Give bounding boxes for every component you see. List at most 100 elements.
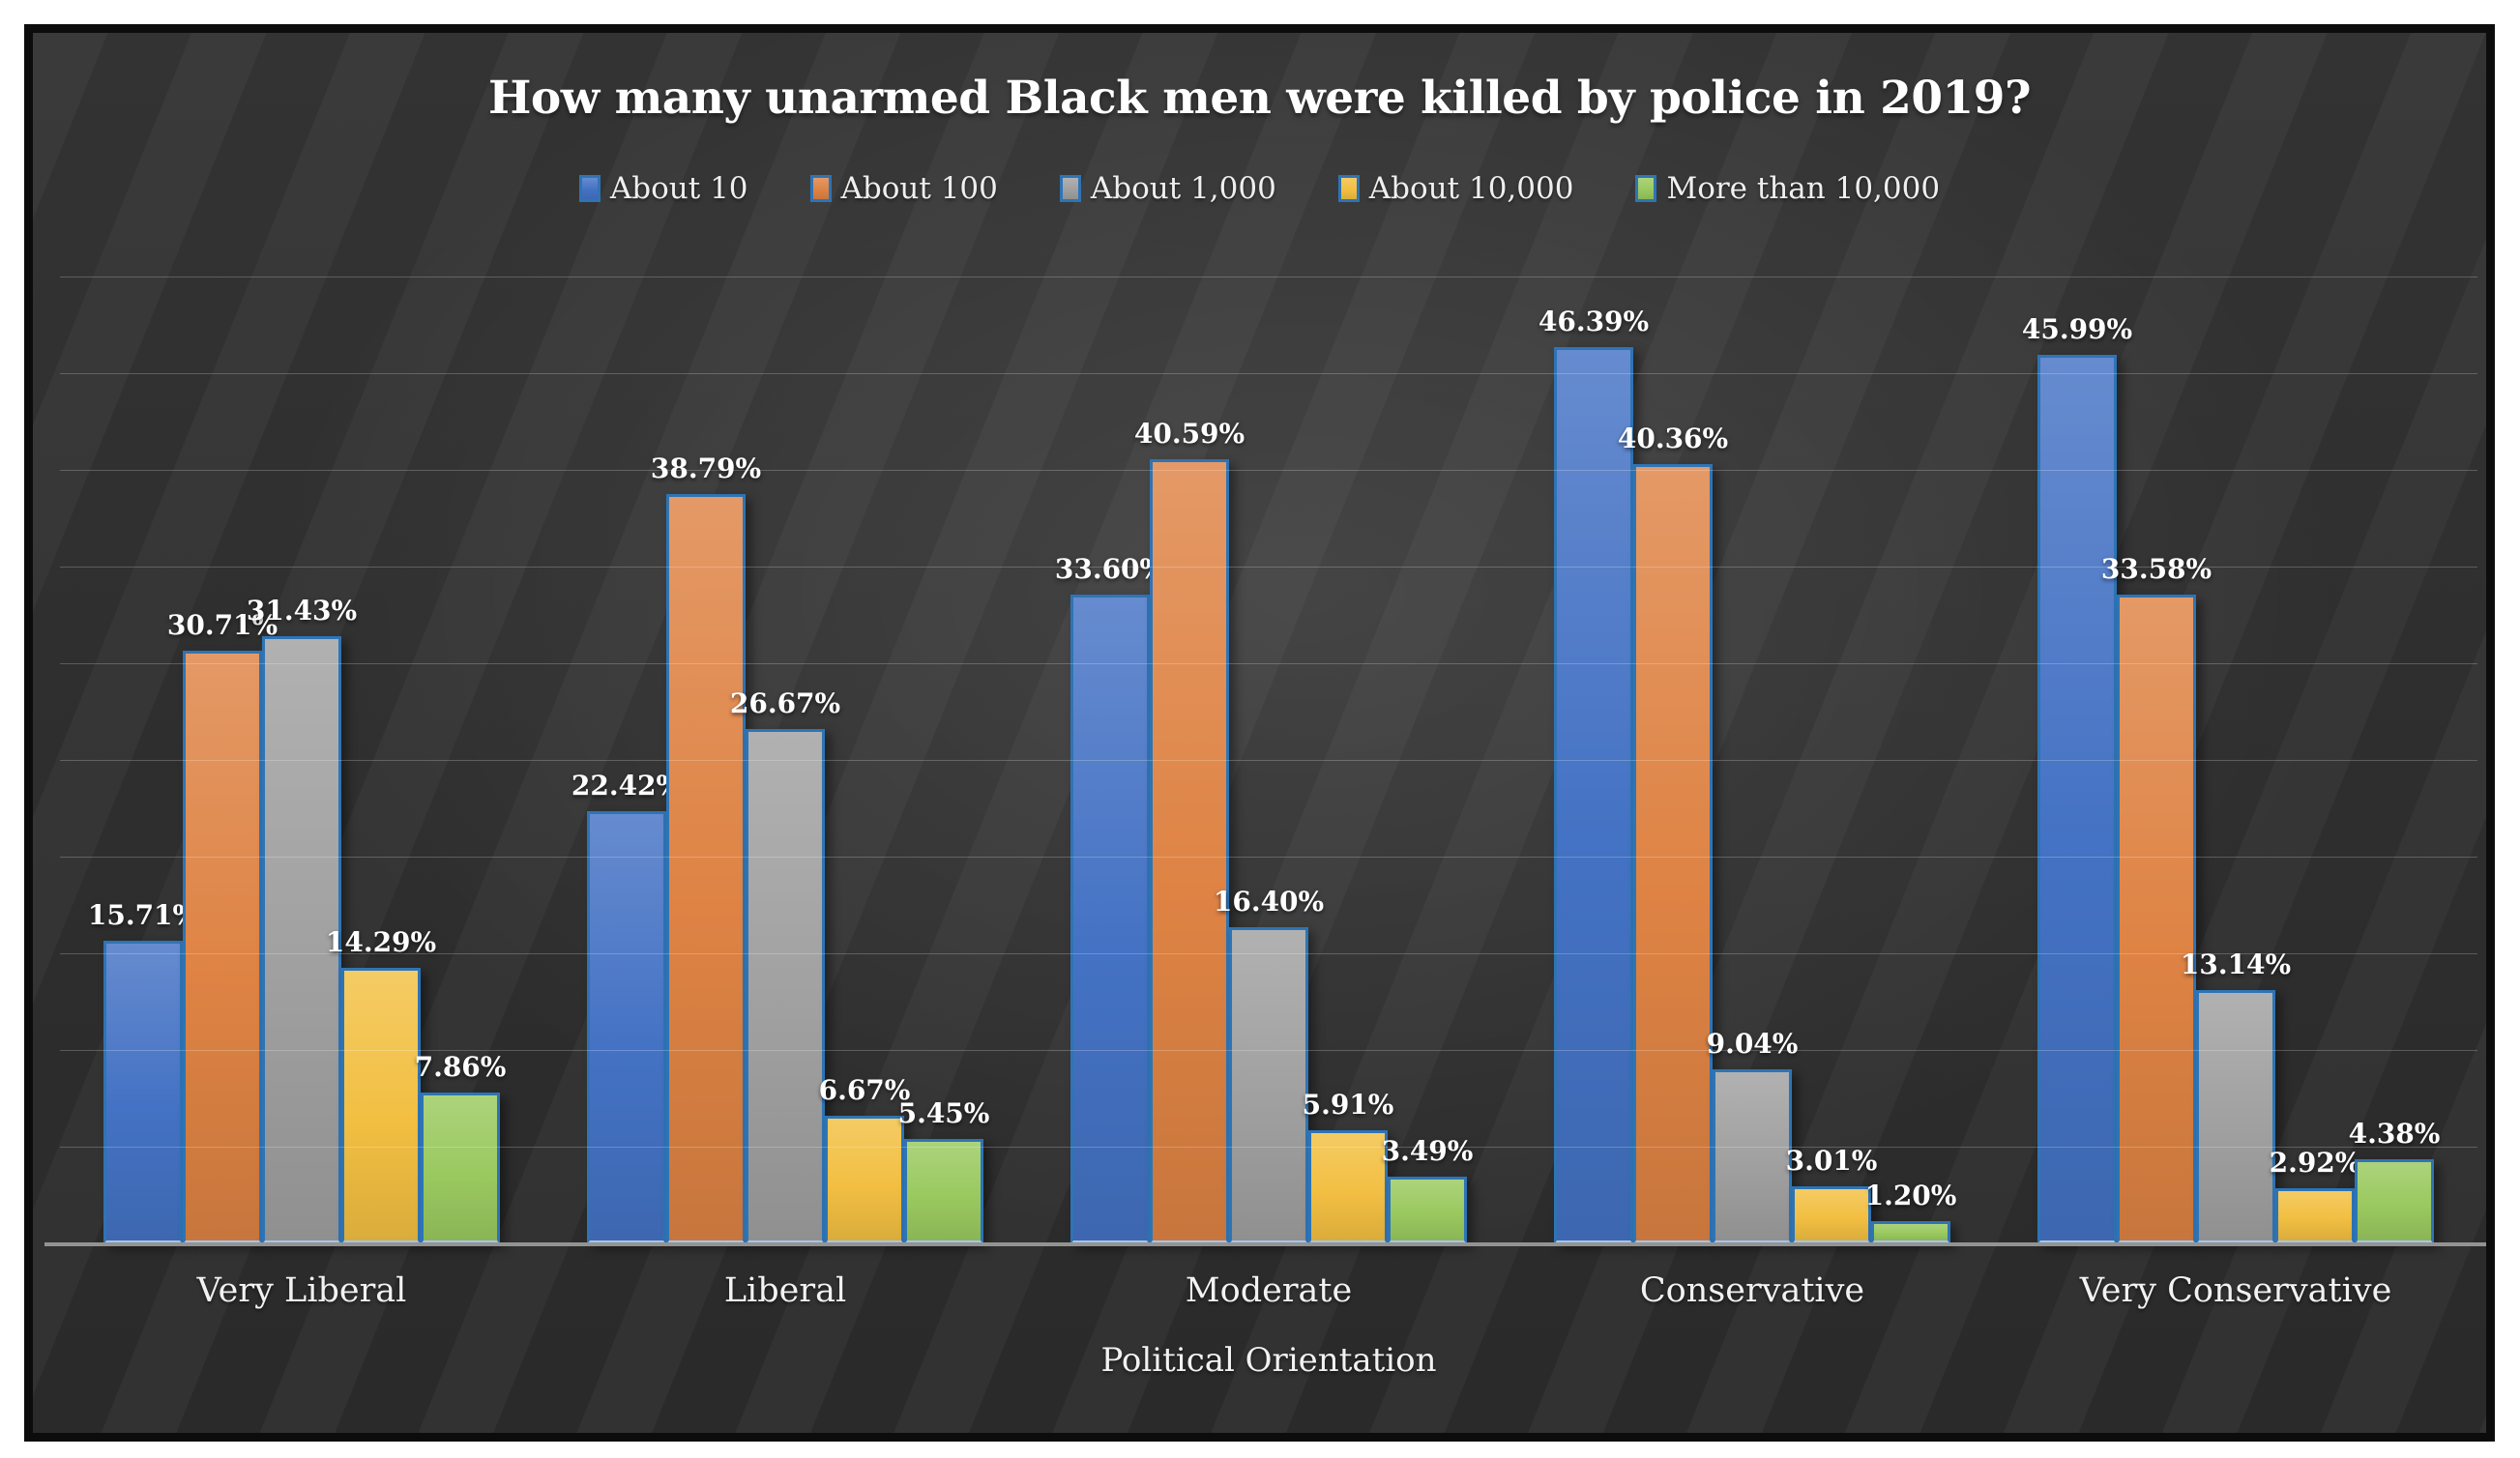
legend-swatch [1635,175,1657,202]
category-axis: Very Liberal Liberal Moderate Conservative V… [60,1244,2477,1337]
legend-label: More than 10,000 [1666,171,1941,206]
legend: About 10 About 100 About 1,000 About 10,000… [33,171,2486,206]
bar [1388,1177,1467,1244]
bar [1633,463,1713,1244]
bar-slot: 6.67% [819,277,910,1244]
bar [1871,1221,1950,1244]
bar-value-label: 33.58% [2100,553,2212,586]
bar [904,1139,983,1244]
bar-value-label: 30.71% [166,608,278,641]
bar-slot: 40.59% [1134,277,1245,1244]
bar-value-label: 9.04% [1706,1028,1799,1061]
bar-slot: 14.29% [326,277,436,1244]
legend-label: About 10 [609,171,748,206]
bar [587,810,666,1244]
bar [1070,595,1150,1244]
bar [341,968,421,1244]
bar-slot: 1.20% [1865,277,1956,1244]
bar-value-label: 5.45% [897,1097,990,1129]
x-axis-line [44,1242,2486,1246]
chart-title: How many unarmed Black men were killed b… [488,72,2032,125]
category-label: Liberal [723,1271,847,1310]
bar-slot: 13.14% [2181,277,2291,1244]
bar-value-label: 22.42% [571,769,683,802]
plot-wrap: 15.71% 30.71% 31.43% 14.29% 7.86% 22.42% 38.79… [44,277,2486,1380]
bar-value-label: 46.39% [1538,306,1650,338]
category-label: Conservative [1639,1271,1865,1310]
legend-item: More than 10,000 [1635,171,1940,206]
bar-value-label: 16.40% [1213,886,1325,918]
bar [2275,1187,2355,1244]
bar [746,728,825,1244]
legend-swatch [578,175,601,202]
bar-value-label: 3.49% [1381,1135,1474,1168]
bar-value-label: 4.38% [2348,1118,2441,1151]
bar [262,636,341,1244]
bar-slot: 31.43% [247,277,357,1244]
bar-value-label: 13.14% [2180,948,2292,981]
bar-group: 22.42% 38.79% 26.67% 6.67% 5.45% [543,277,1027,1244]
bar-value-label: 33.60% [1054,553,1166,585]
bar-slot: 30.71% [167,277,278,1244]
bar-slot: 9.04% [1707,277,1798,1244]
legend-item: About 100 [809,171,998,206]
bar [1792,1185,1871,1244]
legend-label: About 100 [840,171,998,206]
bar [103,940,183,1244]
bar-value-label: 6.67% [818,1073,911,1106]
bar-slot: 4.38% [2349,277,2440,1244]
bar [2117,595,2196,1244]
legend-swatch [1059,175,1081,202]
bar-slot: 16.40% [1214,277,1324,1244]
bar-slot: 5.91% [1303,277,1393,1244]
legend-swatch [809,175,832,202]
bar-slot: 5.45% [898,277,989,1244]
bar-slot: 40.36% [1618,277,1728,1244]
bar-value-label: 40.59% [1133,418,1245,451]
bar [1150,459,1229,1244]
bar [666,494,746,1244]
bar-value-label: 40.36% [1617,422,1729,454]
bar-slot: 46.39% [1538,277,1649,1244]
bar-slot: 38.79% [651,277,761,1244]
bar-value-label: 26.67% [729,686,841,719]
legend-label: About 10,000 [1368,171,1574,206]
bar-value-label: 5.91% [1302,1088,1394,1121]
bar-value-label: 1.20% [1864,1180,1957,1211]
bar-value-label: 31.43% [246,595,358,627]
bar-slot: 15.71% [88,277,198,1244]
bar-group: 15.71% 30.71% 31.43% 14.29% 7.86% [60,277,543,1244]
bar-slot: 33.58% [2101,277,2212,1244]
bar-slot: 26.67% [730,277,840,1244]
bar [1554,347,1633,1244]
slide-frame: How many unarmed Black men were killed b… [24,24,2495,1442]
bar-slot: 2.92% [2270,277,2360,1244]
bar-value-label: 3.01% [1785,1144,1878,1177]
bar [825,1115,904,1244]
bar [2355,1159,2434,1244]
legend-swatch [1337,175,1360,202]
bar-slot: 7.86% [415,277,506,1244]
bar [183,650,262,1244]
bar-group: 46.39% 40.36% 9.04% 3.01% 1.20% [1510,277,1994,1244]
bar [1229,927,1308,1244]
legend-item: About 10,000 [1337,171,1574,206]
bar-slot: 3.01% [1786,277,1877,1244]
bar [2037,355,2117,1244]
bar [2196,990,2275,1244]
bar-groups-container: 15.71% 30.71% 31.43% 14.29% 7.86% 22.42% 38.79… [60,277,2477,1244]
category-label: Moderate [1185,1271,1353,1310]
bar-value-label: 14.29% [325,926,437,959]
legend-item: About 1,000 [1059,171,1276,206]
bar-value-label: 38.79% [650,452,762,485]
bar-slot: 3.49% [1382,277,1473,1244]
category-label: Very Liberal [196,1271,407,1310]
bar-group: 33.60% 40.59% 16.40% 5.91% 3.49% [1027,277,1510,1244]
bar [1713,1069,1792,1244]
bar-value-label: 2.92% [2269,1146,2361,1179]
bar-slot: 22.42% [571,277,682,1244]
legend-label: About 1,000 [1090,171,1276,206]
x-axis-title: Political Orientation [1100,1341,1437,1380]
bar-slot: 33.60% [1055,277,1165,1244]
bar [1308,1129,1388,1244]
